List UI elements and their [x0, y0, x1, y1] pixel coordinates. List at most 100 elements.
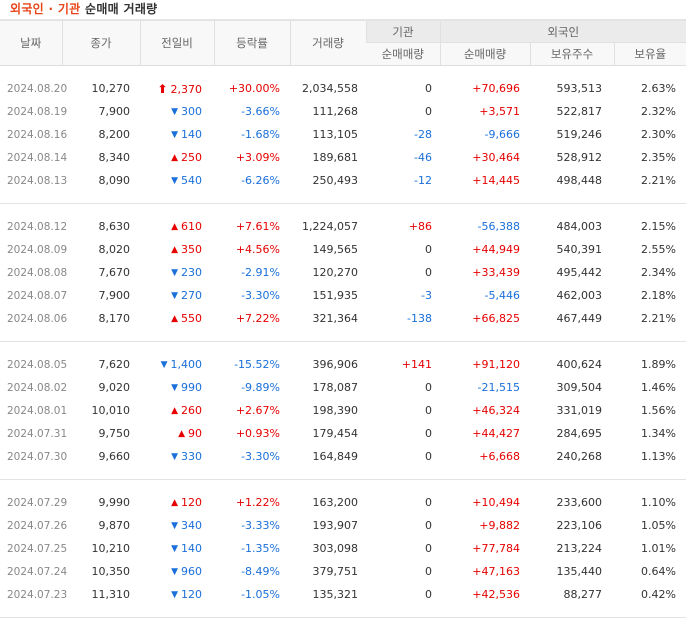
group-divider: [0, 192, 686, 204]
cell-inst-net: 0: [425, 82, 432, 95]
cell-foreign-net: +9,882: [479, 519, 520, 532]
group-divider: [0, 468, 686, 480]
up-triangle-icon: ▲: [171, 153, 178, 163]
cell-close: 10,270: [91, 82, 131, 95]
cell-foreign-ratio: 0.64%: [641, 565, 676, 578]
cell-close: 8,340: [98, 151, 131, 164]
table-row: 2024.08.01 10,010 ▲ 260 +2.67% 198,390 0 +46,32…: [0, 399, 686, 422]
cell-volume: 151,935: [312, 289, 359, 302]
header-institution-group: 기관: [365, 20, 440, 43]
cell-rate: -15.52%: [234, 358, 280, 371]
cell-diff: ▼ 140: [140, 537, 214, 560]
header-foreign-group: 외국인: [439, 20, 686, 43]
investor-trading-table: 날짜 종가 전일비 등락률 거래량 기관 외국인 순매매량 순매매량 보유주수 …: [0, 19, 686, 618]
cell-diff: ▲ 550: [140, 307, 214, 330]
diff-value: 120: [181, 588, 202, 601]
table-row: 2024.08.14 8,340 ▲ 250 +3.09% 189,681 -46 +30,4…: [0, 146, 686, 169]
diff-value: 540: [181, 174, 202, 187]
cell-foreign-net: +44,427: [472, 427, 520, 440]
table-row: 2024.07.25 10,210 ▼ 140 -1.35% 303,098 0 +77,78…: [0, 537, 686, 560]
cell-foreign-holding: 400,624: [556, 358, 603, 371]
down-triangle-icon: ▼: [160, 360, 168, 370]
cell-foreign-ratio: 1.89%: [641, 358, 676, 371]
cell-volume: 189,681: [312, 151, 359, 164]
cell-rate: -2.91%: [241, 266, 280, 279]
cell-diff: ▼ 300: [140, 100, 214, 123]
cell-close: 10,350: [91, 565, 131, 578]
cell-inst-net: 0: [425, 266, 432, 279]
cell-date: 2024.08.09: [7, 243, 68, 256]
cell-foreign-ratio: 2.15%: [641, 220, 676, 233]
cell-date: 2024.07.25: [7, 542, 68, 555]
cell-rate: -8.49%: [241, 565, 280, 578]
cell-rate: -1.68%: [241, 128, 280, 141]
cell-date: 2024.08.06: [7, 312, 68, 325]
cell-rate: -3.30%: [241, 450, 280, 463]
cell-close: 7,900: [98, 289, 131, 302]
cell-close: 8,630: [98, 220, 131, 233]
cell-rate: +4.56%: [235, 243, 280, 256]
page-title: 외국인 · 기관 순매매 거래량: [10, 1, 158, 17]
cell-diff: ▲ 350: [140, 238, 214, 261]
cell-close: 11,310: [91, 588, 131, 601]
diff-value: 550: [181, 312, 202, 325]
table-row: 2024.08.09 8,020 ▲ 350 +4.56% 149,565 0 +44,949…: [0, 238, 686, 261]
cell-foreign-ratio: 1.46%: [641, 381, 676, 394]
cell-volume: 120,270: [312, 266, 359, 279]
cell-diff: ▼ 960: [140, 560, 214, 583]
cell-foreign-holding: 309,504: [556, 381, 603, 394]
cell-foreign-holding: 593,513: [556, 82, 603, 95]
cell-inst-net: -138: [407, 312, 432, 325]
diff-value: 960: [181, 565, 202, 578]
header-foreign-holding: 보유주수: [529, 42, 614, 66]
cell-foreign-net: +6,668: [479, 450, 520, 463]
cell-inst-net: 0: [425, 381, 432, 394]
cell-close: 7,620: [98, 358, 131, 371]
cell-foreign-ratio: 2.34%: [641, 266, 676, 279]
table-body: 2024.08.20 10,270 ⬆ 2,370 +30.00% 2,034,558 0 +…: [0, 66, 686, 618]
diff-value: 120: [181, 496, 202, 509]
cell-foreign-holding: 467,449: [556, 312, 603, 325]
cell-foreign-ratio: 1.05%: [641, 519, 676, 532]
cell-close: 9,020: [98, 381, 131, 394]
cell-foreign-net: -21,515: [477, 381, 520, 394]
cell-diff: ▼ 1,400: [140, 353, 214, 376]
diff-value: 230: [181, 266, 202, 279]
cell-rate: +7.22%: [235, 312, 280, 325]
cell-foreign-net: +3,571: [479, 105, 520, 118]
cell-volume: 164,849: [312, 450, 359, 463]
cell-date: 2024.08.07: [7, 289, 68, 302]
diff-value: 2,370: [170, 82, 203, 96]
group-spacer: [0, 66, 686, 78]
cell-diff: ▼ 270: [140, 284, 214, 307]
cell-inst-net: -28: [414, 128, 432, 141]
cell-foreign-ratio: 2.21%: [641, 312, 676, 325]
diff-value: 340: [181, 519, 202, 532]
cell-foreign-net: +77,784: [472, 542, 520, 555]
cell-date: 2024.07.26: [7, 519, 68, 532]
cell-date: 2024.08.12: [7, 220, 68, 233]
cell-close: 8,090: [98, 174, 131, 187]
up-triangle-icon: ▲: [171, 406, 178, 416]
cell-diff: ▲ 610: [140, 215, 214, 238]
table-row: 2024.08.05 7,620 ▼ 1,400 -15.52% 396,906 +141 +…: [0, 353, 686, 376]
limit-up-arrow-icon: ⬆: [157, 81, 168, 96]
cell-diff: ▼ 340: [140, 514, 214, 537]
cell-inst-net: 0: [425, 427, 432, 440]
table-row: 2024.08.13 8,090 ▼ 540 -6.26% 250,493 -12 +14,4…: [0, 169, 686, 192]
cell-volume: 178,087: [312, 381, 359, 394]
cell-close: 9,660: [98, 450, 131, 463]
cell-close: 7,670: [98, 266, 131, 279]
cell-date: 2024.08.20: [7, 82, 68, 95]
cell-date: 2024.08.08: [7, 266, 68, 279]
cell-volume: 111,268: [312, 105, 359, 118]
cell-foreign-ratio: 1.13%: [641, 450, 676, 463]
diff-value: 330: [181, 450, 202, 463]
cell-rate: +1.22%: [235, 496, 280, 509]
cell-foreign-net: +66,825: [472, 312, 520, 325]
cell-volume: 198,390: [312, 404, 359, 417]
cell-foreign-net: +14,445: [472, 174, 520, 187]
down-triangle-icon: ▼: [171, 130, 178, 140]
cell-foreign-ratio: 2.35%: [641, 151, 676, 164]
cell-rate: -3.30%: [241, 289, 280, 302]
